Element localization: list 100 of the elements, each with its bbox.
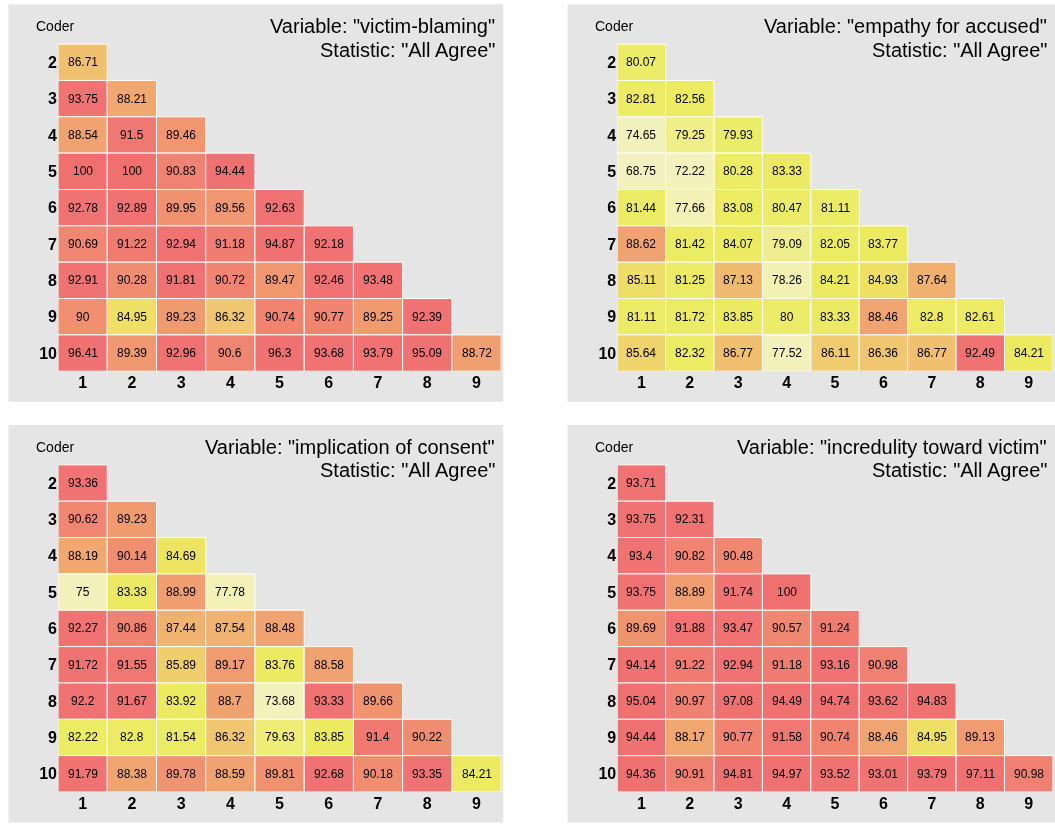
data-label: 90.57 (772, 621, 803, 635)
x-tick-label: 4 (782, 795, 792, 812)
data-label: 88.19 (68, 549, 99, 563)
data-label: 83.85 (314, 730, 345, 744)
data-label: 93.79 (363, 346, 394, 360)
data-label: 88.17 (675, 730, 706, 744)
data-label: 92.68 (314, 767, 345, 781)
data-label: 88.21 (117, 92, 148, 106)
data-label: 83.08 (723, 201, 754, 215)
y-tick-label: 4 (607, 547, 617, 565)
data-label: 90.98 (1014, 767, 1045, 781)
data-label: 88.89 (675, 585, 706, 599)
data-label: 89.13 (965, 730, 996, 744)
data-label: 92.46 (314, 273, 345, 287)
data-label: 91.18 (215, 237, 246, 251)
y-tick-label: 6 (48, 620, 58, 638)
data-label: 88.46 (868, 730, 899, 744)
y-tick-label: 4 (48, 547, 58, 565)
x-tick-label: 5 (275, 795, 285, 812)
x-tick-label: 2 (685, 795, 695, 812)
data-label: 92.2 (71, 694, 95, 708)
data-label: 86.32 (215, 310, 246, 324)
data-label: 91.74 (723, 585, 754, 599)
data-label: 94.49 (772, 694, 803, 708)
data-label: 83.92 (166, 694, 197, 708)
data-label: 90.74 (820, 730, 851, 744)
data-label: 91.18 (772, 658, 803, 672)
data-label: 80.28 (723, 164, 754, 178)
data-label: 86.32 (215, 730, 246, 744)
data-label: 93.33 (314, 694, 345, 708)
x-tick-label: 3 (733, 795, 743, 812)
data-label: 89.81 (265, 767, 296, 781)
data-label: 90.28 (117, 273, 148, 287)
data-label: 94.44 (626, 730, 657, 744)
data-label: 90.77 (723, 730, 754, 744)
data-label: 93.75 (626, 585, 657, 599)
data-label: 82.81 (626, 92, 657, 106)
data-label: 79.09 (772, 237, 803, 251)
x-tick-label: 8 (422, 374, 432, 392)
data-label: 96.3 (268, 346, 292, 360)
data-label: 82.61 (965, 310, 996, 324)
data-label: 89.23 (117, 512, 148, 526)
data-label: 77.78 (215, 585, 246, 599)
data-label: 91.58 (772, 730, 803, 744)
chart-subtitle: Statistic: "All Agree" (320, 39, 496, 61)
data-label: 79.63 (265, 730, 296, 744)
data-label: 93.75 (68, 92, 99, 106)
x-tick-label: 9 (472, 374, 482, 392)
data-label: 90.69 (68, 237, 99, 251)
y-tick-label: 9 (607, 729, 617, 747)
x-tick-label: 6 (324, 795, 334, 812)
y-tick-label: 2 (607, 474, 617, 492)
data-label: 84.07 (723, 237, 754, 251)
x-axis-title: Coder (595, 439, 634, 455)
data-label: 90.86 (117, 621, 148, 635)
data-label: 90.97 (675, 694, 706, 708)
data-label: 91.55 (117, 658, 148, 672)
data-label: 89.95 (166, 201, 197, 215)
x-tick-label: 4 (225, 374, 235, 392)
data-label: 83.77 (868, 237, 899, 251)
y-tick-label: 8 (607, 271, 617, 289)
x-tick-label: 9 (1024, 795, 1034, 812)
y-tick-label: 10 (39, 765, 58, 783)
data-label: 92.94 (723, 658, 754, 672)
data-label: 95.04 (626, 694, 657, 708)
data-label: 90 (76, 310, 90, 324)
x-tick-label: 5 (830, 795, 840, 812)
data-label: 93.62 (868, 694, 899, 708)
data-label: 100 (73, 164, 94, 178)
y-tick-label: 6 (607, 620, 617, 638)
data-label: 92.94 (166, 237, 197, 251)
data-label: 83.33 (117, 585, 148, 599)
data-label: 89.25 (363, 310, 394, 324)
data-label: 85.64 (626, 346, 657, 360)
data-label: 82.8 (120, 730, 144, 744)
chart-subtitle: Statistic: "All Agree" (872, 39, 1048, 61)
data-label: 90.83 (166, 164, 197, 178)
data-label: 97.11 (966, 767, 996, 781)
data-label: 92.78 (68, 201, 99, 215)
y-tick-label: 6 (607, 199, 617, 217)
data-label: 89.56 (215, 201, 246, 215)
x-tick-label: 2 (127, 374, 137, 392)
y-tick-label: 8 (48, 692, 58, 710)
chart-subtitle: Statistic: "All Agree" (872, 459, 1048, 481)
data-label: 90.74 (265, 310, 296, 324)
data-label: 77.66 (675, 201, 706, 215)
data-label: 100 (122, 164, 143, 178)
data-label: 84.69 (166, 549, 197, 563)
y-tick-label: 3 (607, 510, 617, 528)
data-label: 88.48 (265, 621, 296, 635)
data-label: 94.87 (265, 237, 296, 251)
data-label: 87.13 (723, 273, 754, 287)
data-label: 85.11 (627, 273, 657, 287)
x-tick-label: 4 (782, 374, 792, 392)
data-label: 81.42 (675, 237, 706, 251)
data-label: 90.77 (314, 310, 345, 324)
data-label: 93.01 (868, 767, 899, 781)
data-label: 87.64 (917, 273, 948, 287)
data-label: 90.14 (117, 549, 148, 563)
data-label: 84.93 (868, 273, 899, 287)
